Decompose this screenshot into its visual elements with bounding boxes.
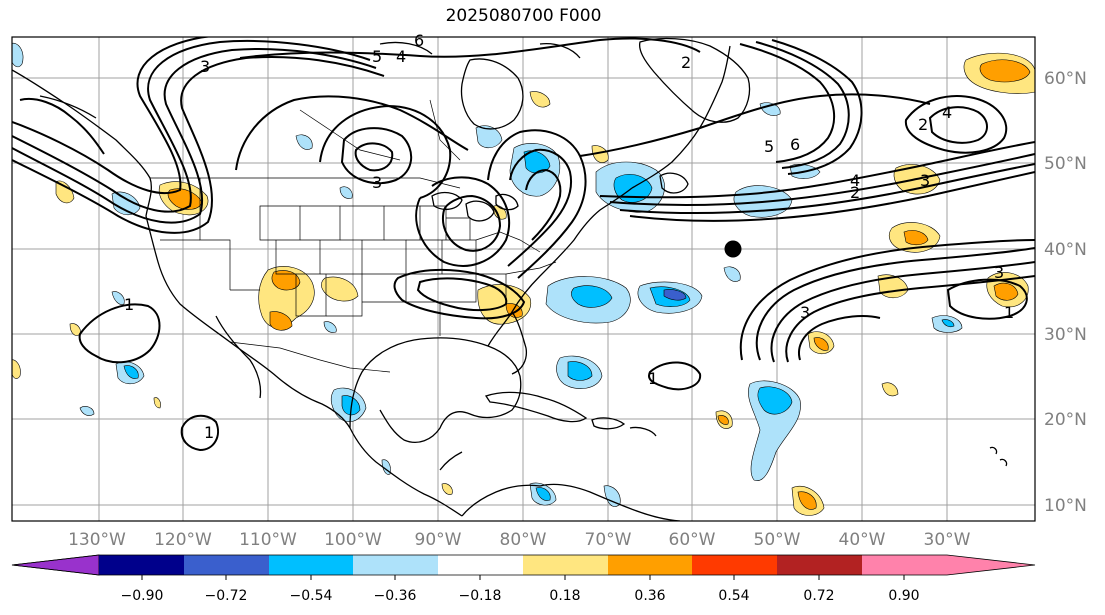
contour-labels: 2 5 6 4 3 1 2 4 3 5 6 3 4 2 3 1 1 1 3 (124, 31, 1014, 442)
colorbar-tick-label: 0.90 (888, 588, 919, 604)
longitude-label: 120°W (154, 530, 212, 550)
longitude-label: 90°W (415, 530, 462, 550)
longitude-label: 30°W (924, 530, 971, 550)
contour-label: 1 (204, 423, 214, 442)
colorbar-outline (11, 554, 1036, 576)
colorbar-tick-label: −0.54 (290, 588, 333, 604)
latitude-label: 30°N (1044, 325, 1087, 345)
map-frame (11, 36, 1036, 522)
contour-label: 4 (396, 47, 406, 66)
colorbar-tick-label: 0.18 (549, 588, 580, 604)
colorbar: −0.90 −0.72 −0.54 −0.36 −0.18 0.18 0.36 … (11, 554, 1036, 604)
contour-label: 3 (200, 57, 210, 76)
colorbar-segment (99, 555, 184, 575)
colorbar-tick-label: −0.18 (459, 588, 502, 604)
colorbar-tick-label: −0.36 (374, 588, 417, 604)
contour-label: 3 (372, 173, 382, 192)
latitude-labels: 60°N 50°N 40°N 30°N 20°N 10°N (1044, 69, 1087, 516)
contour-label: 1 (124, 295, 134, 314)
colorbar-segment (353, 555, 438, 575)
latitude-label: 10°N (1044, 496, 1087, 516)
colorbar-segment (438, 555, 523, 575)
contour-label: 5 (764, 137, 774, 156)
colorbar-tick-label: −0.90 (121, 588, 164, 604)
colorbar-segment (777, 555, 862, 575)
longitude-label: 70°W (585, 530, 632, 550)
latitude-label: 20°N (1044, 410, 1087, 430)
longitude-label: 130°W (68, 530, 126, 550)
colorbar-segment (523, 555, 608, 575)
longitude-label: 100°W (324, 530, 382, 550)
latitude-label: 60°N (1044, 69, 1087, 89)
colorbar-tick-label: 0.36 (634, 588, 665, 604)
contour-label: 6 (790, 135, 800, 154)
contour-label: 6 (414, 31, 424, 50)
storm-position-marker (724, 240, 742, 258)
colorbar-segment (608, 555, 692, 575)
contour-label: 4 (942, 103, 952, 122)
longitude-label: 110°W (239, 530, 297, 550)
colorbar-segment (269, 555, 353, 575)
contour-label: 4 (850, 171, 860, 190)
colorbar-segment (184, 555, 269, 575)
contour-label: 2 (681, 53, 691, 72)
coastlines (12, 37, 1008, 521)
longitude-label: 50°W (754, 530, 801, 550)
contour-label: 3 (994, 263, 1004, 282)
contour-label: 2 (850, 183, 860, 202)
latitude-label: 50°N (1044, 154, 1087, 174)
contour-lines (12, 37, 1035, 452)
contour-label: 5 (372, 47, 382, 66)
contour-label: 3 (800, 303, 810, 322)
colorbar-extend-min (11, 554, 100, 576)
contour-label: 2 (918, 115, 928, 134)
longitude-label: 40°W (839, 530, 886, 550)
longitude-label: 80°W (500, 530, 547, 550)
contour-label: 1 (648, 369, 658, 388)
colorbar-segment (692, 555, 777, 575)
longitude-label: 60°W (669, 530, 716, 550)
colorbar-tick-label: 0.72 (803, 588, 834, 604)
colorbar-tick-label: −0.72 (205, 588, 248, 604)
map-title: 2025080700 F000 (445, 6, 602, 26)
colorbar-tick-label: 0.54 (718, 588, 749, 604)
colorbar-segment (862, 555, 947, 575)
latitude-label: 40°N (1044, 240, 1087, 260)
contour-label: 3 (920, 171, 930, 190)
contour-label: 1 (1004, 303, 1014, 322)
longitude-labels: 130°W 120°W 110°W 100°W 90°W 80°W 70°W 6… (68, 530, 971, 550)
